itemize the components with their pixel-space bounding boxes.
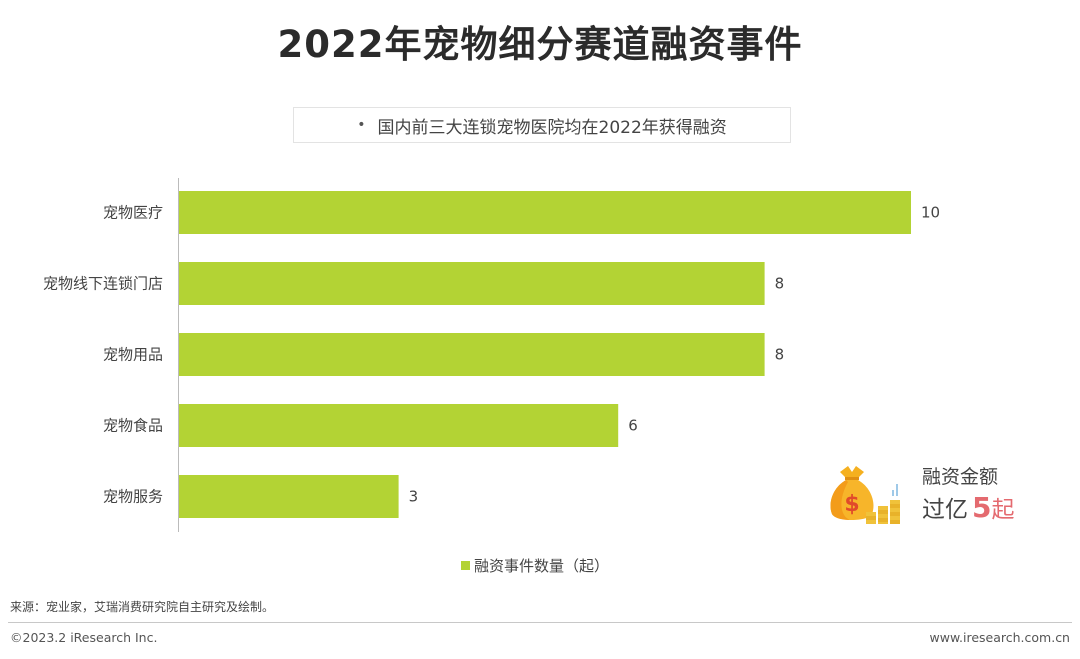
category-label: 宠物食品 bbox=[103, 417, 163, 435]
footer-divider bbox=[8, 622, 1072, 623]
bar bbox=[179, 333, 765, 376]
callout-unit: 起 bbox=[991, 497, 1015, 523]
svg-text:$: $ bbox=[844, 492, 859, 517]
category-label: 宠物医疗 bbox=[103, 204, 163, 222]
value-label: 8 bbox=[775, 275, 785, 293]
value-label: 3 bbox=[409, 488, 419, 506]
legend-label: 融资事件数量（起） bbox=[474, 557, 610, 575]
category-label: 宠物服务 bbox=[103, 488, 163, 506]
source-note: 来源：宠业家，艾瑞消费研究院自主研究及绘制。 bbox=[10, 600, 275, 614]
legend-swatch bbox=[461, 561, 470, 570]
bar bbox=[179, 262, 765, 305]
category-label: 宠物线下连锁门店 bbox=[43, 275, 163, 293]
callout-caption: 融资金额 bbox=[922, 466, 999, 488]
note-text: 国内前三大连锁宠物医院均在2022年获得融资 bbox=[377, 117, 727, 138]
bars-group: 宠物医疗 10 宠物线下连锁门店 8 宠物用品 8 宠物食品 6 宠物服务 3 bbox=[43, 191, 940, 518]
value-label: 10 bbox=[921, 204, 940, 222]
page-title: 2022年宠物细分赛道融资事件 bbox=[277, 23, 803, 66]
callout-number: 5 bbox=[972, 491, 992, 524]
legend: 融资事件数量（起） bbox=[461, 555, 609, 576]
bullet-icon: • bbox=[357, 117, 366, 133]
bar-chart: 宠物医疗 10 宠物线下连锁门店 8 宠物用品 8 宠物食品 6 宠物服务 3 bbox=[43, 178, 940, 532]
website-link[interactable]: www.iresearch.com.cn bbox=[929, 630, 1071, 645]
callout-prefix: 过亿 bbox=[922, 497, 968, 523]
copyright: ©2023.2 iResearch Inc. bbox=[10, 630, 158, 645]
funding-callout: $ 融资金额 过亿 5起 bbox=[826, 460, 1046, 530]
bar bbox=[179, 404, 619, 447]
money-bag-icon: $ bbox=[830, 466, 900, 524]
bar bbox=[179, 191, 911, 234]
category-label: 宠物用品 bbox=[103, 346, 163, 364]
note-box: • 国内前三大连锁宠物医院均在2022年获得融资 bbox=[293, 107, 791, 143]
bar bbox=[179, 475, 399, 518]
value-label: 8 bbox=[775, 346, 785, 364]
callout-value: 过亿 5起 bbox=[922, 490, 1014, 524]
value-label: 6 bbox=[628, 417, 638, 435]
